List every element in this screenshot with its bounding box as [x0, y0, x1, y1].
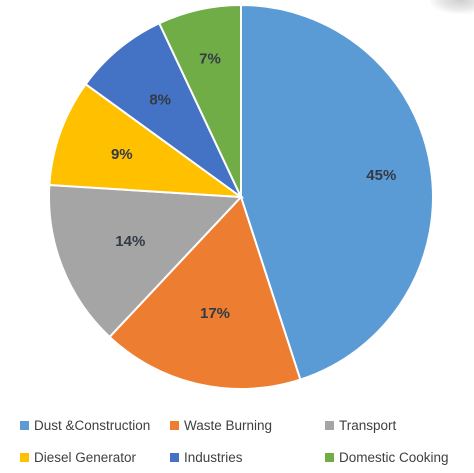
- pie-slice-waste-burning: [108, 195, 302, 390]
- pie-slice-industries: [84, 21, 242, 198]
- legend-item-domestic-cooking: Domestic Cooking: [325, 450, 449, 465]
- legend-swatch: [325, 452, 334, 462]
- legend-item-industries: Industries: [170, 450, 325, 465]
- pie-slice-domestic-cooking: [157, 3, 242, 198]
- legend: Dust &Construction Waste Burning Transpo…: [20, 409, 460, 473]
- data-label-waste-burning: 17%: [200, 305, 230, 322]
- pie-chart: 45% 17% 14% 9% 8% 7%: [48, 3, 434, 390]
- legend-row-2: Diesel Generator Industries Domestic Coo…: [20, 441, 460, 473]
- data-label-domestic-cooking: 7%: [199, 50, 221, 67]
- legend-swatch: [170, 420, 179, 430]
- legend-label: Waste Burning: [184, 417, 273, 433]
- legend-label: Industries: [184, 449, 243, 465]
- pie-slice-transport: [48, 183, 244, 339]
- legend-label: Dust &Construction: [34, 417, 151, 433]
- legend-swatch: [325, 420, 334, 430]
- legend-swatch: [170, 452, 179, 462]
- legend-label: Diesel Generator: [34, 449, 137, 465]
- legend-item-waste-burning: Waste Burning: [170, 418, 325, 433]
- legend-item-diesel-generator: Diesel Generator: [20, 450, 170, 465]
- data-label-transport: 14%: [115, 233, 145, 250]
- data-label-diesel-generator: 9%: [111, 146, 133, 163]
- legend-row-1: Dust &Construction Waste Burning Transpo…: [20, 409, 460, 441]
- pie-slices: [48, 3, 434, 390]
- legend-swatch: [20, 452, 29, 462]
- pie-slice-diesel-generator: [48, 82, 245, 199]
- data-label-industries: 8%: [149, 91, 171, 108]
- legend-label: Transport: [339, 417, 397, 433]
- legend-swatch: [20, 420, 29, 430]
- legend-label: Domestic Cooking: [339, 449, 449, 465]
- corner-shadow: [430, 0, 474, 14]
- legend-item-transport: Transport: [325, 418, 396, 433]
- data-label-dust-construction: 45%: [366, 167, 396, 184]
- legend-item-dust-construction: Dust &Construction: [20, 418, 170, 433]
- pie-labels: 45% 17% 14% 9% 8% 7%: [111, 50, 396, 322]
- pie-slice-dust-construction: [240, 3, 434, 381]
